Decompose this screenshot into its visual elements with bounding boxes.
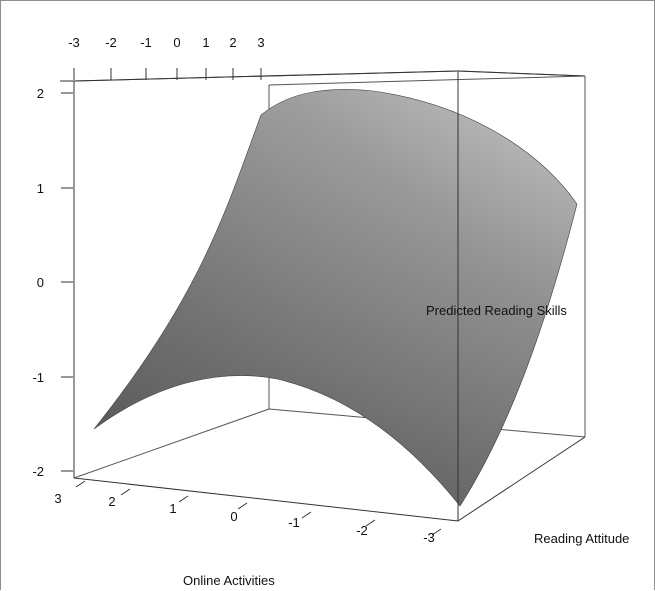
top-axis-tick-label: -3 (68, 35, 80, 50)
chart-box-front (60, 70, 586, 522)
z-axis-tick-label: 2 (37, 86, 44, 101)
box-front-right-bottom-edge (457, 436, 586, 522)
y-axis-tick-label: -3 (423, 530, 435, 545)
y-axis-tick (120, 488, 131, 496)
box-back-top-middle (268, 75, 586, 86)
box-front-bottom-edge (73, 477, 459, 522)
z-axis-tick-label: -2 (32, 464, 44, 479)
y-axis-tick-label: -2 (356, 523, 368, 538)
y-axis-tick (237, 502, 248, 510)
y-axis-tick-label: 1 (169, 501, 176, 516)
y-axis-title: Online Activities (183, 573, 275, 588)
box-back-bottom-left-edge (73, 408, 270, 479)
z-axis-tick-label: -1 (32, 370, 44, 385)
surface-layer (93, 89, 578, 507)
z-axis-tick-label: 0 (37, 275, 44, 290)
top-axis-tick-label: 1 (202, 35, 209, 50)
y-axis-tick (75, 480, 86, 488)
x-axis-title: Reading Attitude (534, 531, 629, 546)
top-axis-tick-label: 3 (257, 35, 264, 50)
y-axis-tick-label: -1 (288, 515, 300, 530)
top-axis-tick-label: -1 (140, 35, 152, 50)
top-axis-tick-label: 2 (229, 35, 236, 50)
top-axis-tick-label: 0 (173, 35, 180, 50)
axis-labels: Predicted Reading Skills Reading Attitud… (183, 303, 629, 588)
y-axis-tick-label: 2 (108, 494, 115, 509)
y-axis-tick (365, 519, 376, 527)
z-axis-tick-label: 1 (37, 181, 44, 196)
y-axis-tick-label: 0 (230, 509, 237, 524)
box-front-top-right-edge (457, 70, 586, 77)
z-axis-title: Predicted Reading Skills (426, 303, 567, 318)
box-front-top-edge (73, 70, 459, 82)
y-axis-tick (301, 511, 312, 519)
y-axis-tick (431, 528, 442, 536)
axis-ticks: 2 1 0 -1 -2 -3 -2 -1 0 1 2 3 3 2 1 0 -1 -2 -3 (32, 35, 442, 545)
y-axis-tick (178, 495, 189, 503)
surface-sheen (94, 89, 577, 507)
top-axis-tick-label: -2 (105, 35, 117, 50)
y-axis-tick-label: 3 (54, 491, 61, 506)
